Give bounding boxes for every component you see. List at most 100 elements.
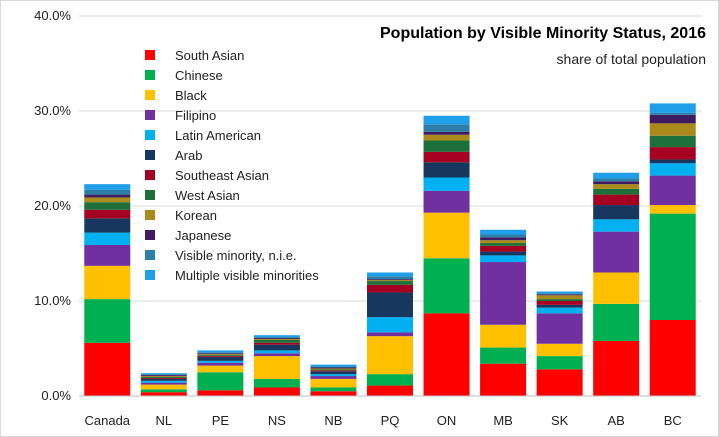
bar-segment bbox=[197, 353, 244, 355]
bar-segment bbox=[310, 368, 357, 370]
bar-segment bbox=[593, 340, 640, 396]
bar-segment bbox=[140, 377, 187, 379]
bar-segment bbox=[140, 389, 187, 393]
legend-label: Latin American bbox=[175, 128, 261, 143]
legend-swatch bbox=[145, 130, 155, 140]
legend-label: Korean bbox=[175, 208, 217, 223]
bar-segment bbox=[310, 376, 357, 379]
legend-swatch bbox=[145, 70, 155, 80]
bar-segment bbox=[367, 280, 413, 282]
legend-label: West Asian bbox=[175, 188, 240, 203]
legend-swatch bbox=[145, 90, 155, 100]
bar-segment bbox=[480, 234, 527, 238]
bar-segment bbox=[253, 339, 300, 340]
bar-segment bbox=[536, 291, 583, 294]
bar-segment bbox=[367, 272, 413, 277]
bar-segment bbox=[197, 362, 244, 366]
bar-segment bbox=[197, 355, 244, 357]
y-tick-label: 0.0% bbox=[41, 388, 71, 403]
bar-segment bbox=[536, 304, 583, 308]
bar-segment bbox=[197, 352, 244, 354]
legend-swatch bbox=[145, 170, 155, 180]
bar-segment bbox=[84, 244, 131, 266]
bar-segment bbox=[593, 272, 640, 304]
bar-segment bbox=[593, 231, 640, 273]
bar-segment bbox=[536, 369, 583, 396]
bar-segment bbox=[253, 353, 300, 357]
bar-segment bbox=[253, 337, 300, 339]
legend-label: Chinese bbox=[175, 68, 223, 83]
bar-segment bbox=[423, 115, 470, 125]
bar-segment bbox=[536, 294, 583, 296]
bar-segment bbox=[480, 237, 527, 241]
x-tick-label: ON bbox=[437, 413, 457, 428]
x-tick-label: AB bbox=[608, 413, 625, 428]
legend-swatch bbox=[145, 270, 155, 280]
y-tick-label: 20.0% bbox=[34, 198, 71, 213]
bar-segment bbox=[649, 320, 696, 396]
bar-segment bbox=[197, 357, 244, 361]
legend-label: Southeast Asian bbox=[175, 168, 269, 183]
bar-segment bbox=[84, 232, 131, 245]
bar-segment bbox=[140, 382, 187, 385]
bar-segment bbox=[310, 391, 357, 396]
bar-segment bbox=[253, 335, 300, 338]
bar-segment bbox=[310, 378, 357, 388]
bar-segment bbox=[253, 344, 300, 351]
bar-segment bbox=[197, 360, 244, 363]
bar-segment bbox=[253, 338, 300, 339]
bar-segment bbox=[367, 284, 413, 293]
bar-segment bbox=[480, 255, 527, 263]
bar-segment bbox=[367, 292, 413, 318]
x-tick-label: PQ bbox=[381, 413, 400, 428]
bar-segment bbox=[253, 387, 300, 396]
bar-segment bbox=[197, 390, 244, 396]
bar-segment bbox=[480, 262, 527, 325]
bar-segment bbox=[423, 151, 470, 163]
bar-segment bbox=[423, 131, 470, 135]
bar-segment bbox=[423, 134, 470, 141]
bar-segment bbox=[310, 369, 357, 371]
bar-segment bbox=[593, 303, 640, 341]
bar-segment bbox=[593, 184, 640, 189]
bar-segment bbox=[310, 371, 357, 375]
bar-segment bbox=[310, 364, 357, 367]
x-tick-label: MB bbox=[493, 413, 513, 428]
bar-segment bbox=[423, 177, 470, 191]
legend-label: Multiple visible minorities bbox=[175, 268, 319, 283]
bar-segment bbox=[536, 356, 583, 370]
bar-segment bbox=[649, 147, 696, 160]
legend-swatch bbox=[145, 150, 155, 160]
bar-segment bbox=[197, 365, 244, 373]
legend-swatch bbox=[145, 230, 155, 240]
bar-segment bbox=[367, 276, 413, 280]
legend-label: Filipino bbox=[175, 108, 216, 123]
x-tick-label: Canada bbox=[84, 413, 130, 428]
bar-segment bbox=[140, 376, 187, 377]
bar-segment bbox=[367, 279, 413, 281]
legend-label: Japanese bbox=[175, 228, 231, 243]
bar-segment bbox=[367, 336, 413, 375]
x-tick-label: BC bbox=[664, 413, 682, 428]
bar-segment bbox=[649, 159, 696, 164]
bar-segment bbox=[253, 342, 300, 345]
bar-segment bbox=[536, 293, 583, 295]
y-tick-label: 30.0% bbox=[34, 103, 71, 118]
bar-segment bbox=[84, 202, 131, 210]
legend-swatch bbox=[145, 250, 155, 260]
bar-segment bbox=[649, 175, 696, 206]
y-tick-label: 40.0% bbox=[34, 8, 71, 23]
bar-segment bbox=[649, 112, 696, 115]
bar-segment bbox=[480, 243, 527, 246]
legend-label: Arab bbox=[175, 148, 202, 163]
bar-segment bbox=[536, 301, 583, 305]
bar-segment bbox=[649, 213, 696, 320]
bar-segment bbox=[197, 354, 244, 356]
bar-segment bbox=[593, 178, 640, 182]
bar-segment bbox=[593, 205, 640, 220]
bar-segment bbox=[253, 350, 300, 354]
bar-segment bbox=[423, 140, 470, 152]
bar-segment bbox=[140, 375, 187, 377]
bar-segment bbox=[84, 194, 131, 198]
bar-segment bbox=[310, 370, 357, 372]
